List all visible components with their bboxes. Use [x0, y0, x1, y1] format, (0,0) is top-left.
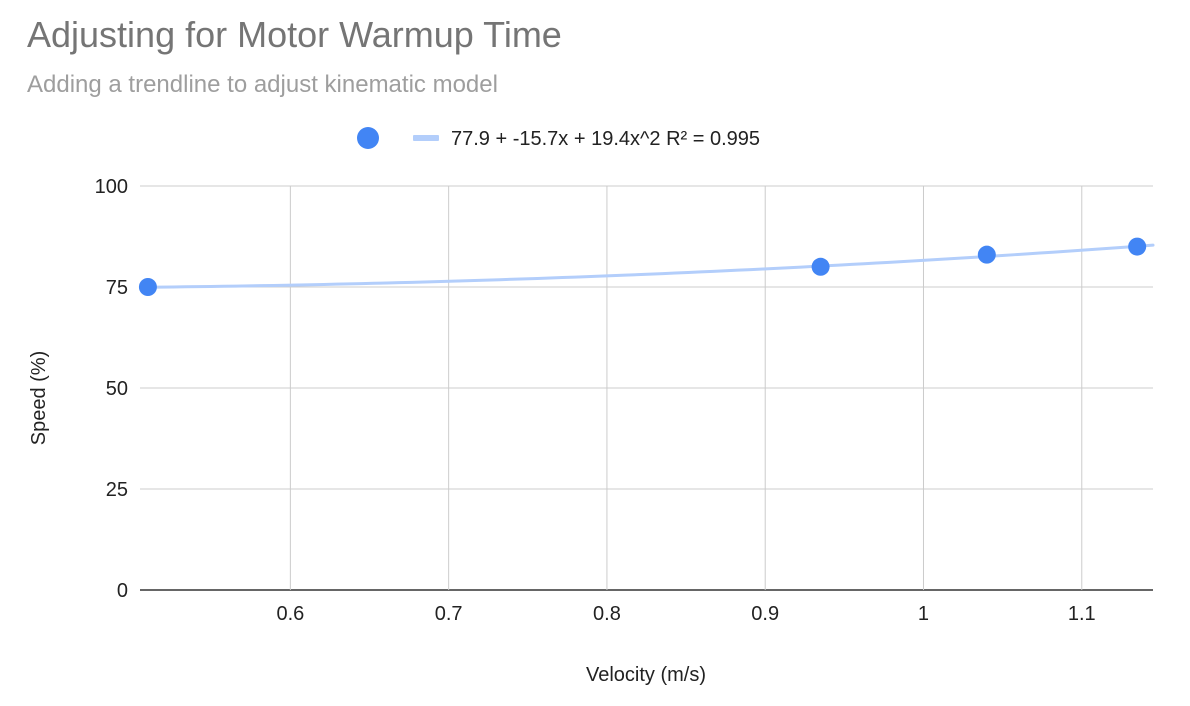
legend-marker-trendline — [413, 135, 439, 141]
x-tick-label: 0.6 — [276, 603, 304, 625]
chart-title: Adjusting for Motor Warmup Time — [27, 14, 562, 55]
y-tick-label: 75 — [106, 277, 128, 299]
x-tick-label: 1.1 — [1068, 603, 1096, 625]
data-point — [811, 257, 830, 276]
grid — [140, 185, 1153, 591]
data-point — [1128, 237, 1147, 256]
legend-label-trendline: 77.9 + -15.7x + 19.4x^2 R² = 0.995 — [451, 128, 760, 150]
x-tick-label: 0.8 — [593, 603, 621, 625]
trendline-layer — [146, 243, 1155, 289]
y-tick-label: 25 — [106, 479, 128, 501]
x-tick-label: 0.7 — [435, 603, 463, 625]
legend-marker-points — [357, 127, 379, 149]
trendline — [146, 243, 1155, 289]
data-point — [977, 245, 996, 264]
y-tick-label: 100 — [95, 176, 128, 198]
x-axis-label: Velocity (m/s) — [586, 664, 706, 686]
points-layer — [138, 237, 1147, 296]
data-point — [138, 278, 157, 296]
legend: 77.9 + -15.7x + 19.4x^2 R² = 0.995 — [357, 127, 760, 150]
tick-labels: 0 25 50 75 100 0.6 0.7 0.8 0.9 1 1.1 — [95, 176, 1096, 625]
y-axis-label: Speed (%) — [28, 351, 50, 446]
y-tick-label: 50 — [106, 378, 128, 400]
y-tick-label: 0 — [117, 580, 128, 602]
x-tick-label: 1 — [918, 603, 929, 625]
x-tick-label: 0.9 — [751, 603, 779, 625]
chart-subtitle: Adding a trendline to adjust kinematic m… — [27, 71, 498, 98]
